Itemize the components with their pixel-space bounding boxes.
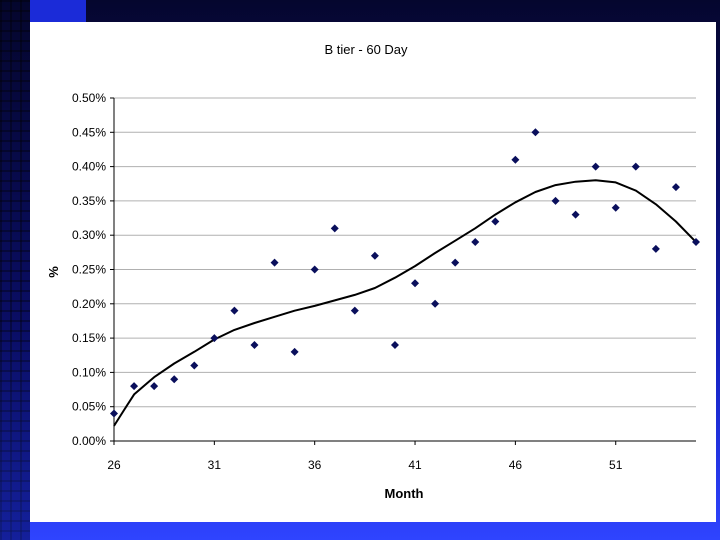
x-tick-label: 46 xyxy=(509,458,523,472)
y-tick-label: 0.25% xyxy=(72,263,106,277)
data-point xyxy=(511,155,520,164)
data-point xyxy=(270,258,279,267)
gridlines xyxy=(114,97,696,408)
data-point xyxy=(190,361,199,370)
data-point xyxy=(451,258,460,267)
data-point xyxy=(471,238,480,247)
data-point xyxy=(290,347,299,356)
x-axis-title: Month xyxy=(385,486,424,501)
data-point xyxy=(551,196,560,205)
data-point xyxy=(611,203,620,212)
data-point xyxy=(651,244,660,253)
scatter-chart: B tier - 60 Day 0.00% 0.05% 0.10% 0.15% 0.20… xyxy=(46,42,700,501)
data-point xyxy=(431,299,440,308)
data-point xyxy=(130,382,139,391)
x-tick-label: 31 xyxy=(208,458,222,472)
x-tick-label: 51 xyxy=(609,458,623,472)
data-point xyxy=(210,334,219,343)
y-tick-labels: 0.00% 0.05% 0.10% 0.15% 0.20% 0.25% 0.30% 0.35%… xyxy=(72,91,106,448)
data-point xyxy=(531,128,540,137)
data-point xyxy=(370,251,379,260)
data-point xyxy=(310,265,319,274)
x-tick-label: 41 xyxy=(408,458,422,472)
y-tick-label: 0.20% xyxy=(72,297,106,311)
decorative-tile-strip xyxy=(0,0,30,540)
data-point xyxy=(110,409,118,418)
data-point xyxy=(390,340,399,349)
data-point xyxy=(631,162,640,171)
data-point xyxy=(250,340,259,349)
decorative-top-block xyxy=(30,0,86,22)
x-tick-label: 36 xyxy=(308,458,322,472)
y-tick-label: 0.30% xyxy=(72,228,106,242)
data-point xyxy=(692,238,700,247)
data-point xyxy=(671,183,680,192)
data-point xyxy=(330,224,339,233)
data-point xyxy=(571,210,580,219)
chart-panel: B tier - 60 Day 0.00% 0.05% 0.10% 0.15% 0.20… xyxy=(30,22,716,522)
data-point xyxy=(350,306,359,315)
data-points xyxy=(110,128,700,418)
y-tick-label: 0.00% xyxy=(72,434,106,448)
y-tick-label: 0.40% xyxy=(72,160,106,174)
data-point xyxy=(491,217,500,226)
trend-line xyxy=(113,179,697,427)
x-tick-label: 26 xyxy=(107,458,121,472)
y-tick-label: 0.35% xyxy=(72,194,106,208)
data-point xyxy=(411,279,420,288)
y-tick-label: 0.15% xyxy=(72,331,106,345)
data-point xyxy=(591,162,600,171)
axes xyxy=(110,97,696,445)
data-point xyxy=(230,306,239,315)
y-tick-label: 0.05% xyxy=(72,400,106,414)
y-tick-label: 0.50% xyxy=(72,91,106,105)
data-point xyxy=(170,375,179,384)
y-tick-label: 0.45% xyxy=(72,125,106,139)
chart-title: B tier - 60 Day xyxy=(324,42,408,57)
data-point xyxy=(150,382,159,391)
y-axis-title: % xyxy=(46,266,61,278)
trend-line-path xyxy=(113,179,697,427)
y-tick-label: 0.10% xyxy=(72,365,106,379)
x-tick-labels: 26 31 36 41 46 51 xyxy=(107,458,622,472)
